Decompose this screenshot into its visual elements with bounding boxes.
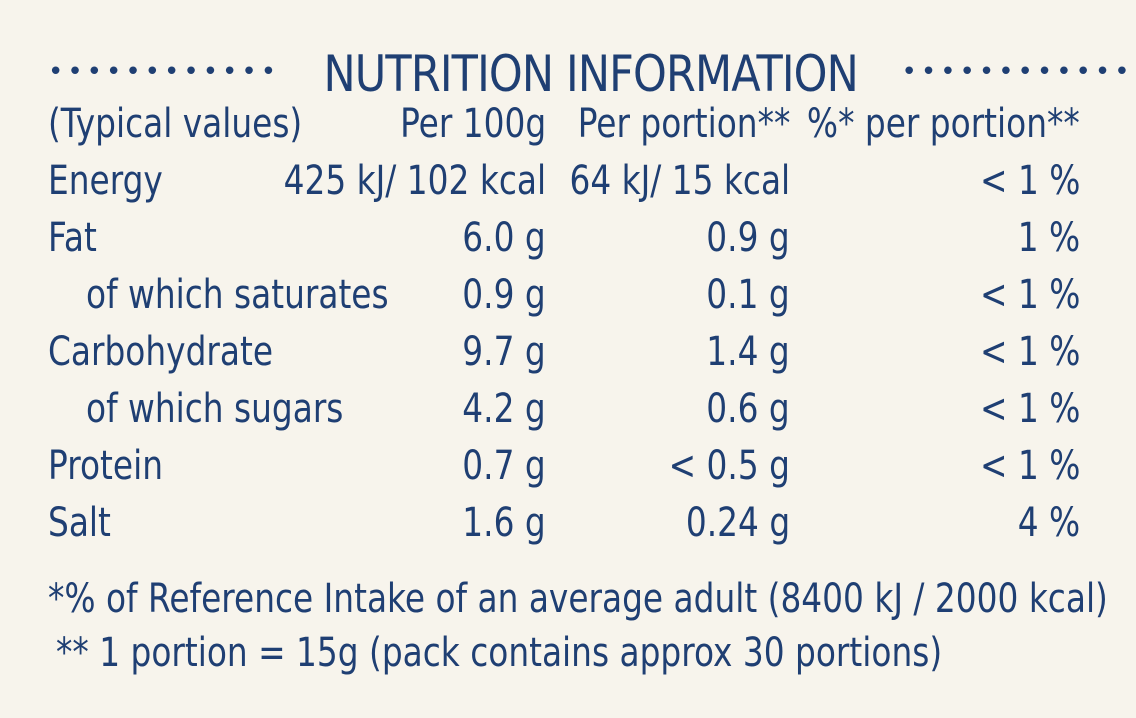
nutrition-table: (Typical values) Per 100g Per portion** … <box>48 96 1084 552</box>
header-per-portion: Per portion** <box>577 101 790 147</box>
reference-intake-footnote: *% of Reference Intake of an average adu… <box>48 576 1108 622</box>
row-per-portion: 0.6 g <box>706 386 790 432</box>
row-label: Energy <box>48 158 163 204</box>
row-percent: < 1 % <box>979 386 1080 432</box>
table-row: Fat 6.0 g 0.9 g 1 % <box>48 210 1084 267</box>
row-per-portion: 0.9 g <box>706 215 790 261</box>
row-per-portion: 0.1 g <box>706 272 790 318</box>
dotted-divider-left: •••••••••••• <box>48 57 281 87</box>
row-per-100g: 425 kJ/ 102 kcal <box>283 158 546 204</box>
row-percent: < 1 % <box>979 158 1080 204</box>
row-label: Carbohydrate <box>48 329 274 375</box>
nutrition-title-row: •••••••••••• NUTRITION INFORMATION •••••… <box>48 44 1130 104</box>
row-label: Fat <box>48 215 97 261</box>
row-per-100g: 4.2 g <box>462 386 546 432</box>
header-percent-per-portion: %* per portion** <box>807 101 1080 147</box>
row-per-100g: 1.6 g <box>462 500 546 546</box>
row-per-portion: 0.24 g <box>685 500 790 546</box>
row-label: of which sugars <box>86 386 344 432</box>
row-per-portion: < 0.5 g <box>668 443 790 489</box>
table-row: Protein 0.7 g < 0.5 g < 1 % <box>48 438 1084 495</box>
table-row: of which sugars 4.2 g 0.6 g < 1 % <box>48 381 1084 438</box>
row-per-100g: 0.9 g <box>462 272 546 318</box>
row-percent: < 1 % <box>979 272 1080 318</box>
header-per-100g: Per 100g <box>399 101 546 147</box>
dotted-divider-right: •••••••••••• <box>901 57 1134 87</box>
row-per-portion: 64 kJ/ 15 kcal <box>569 158 790 204</box>
table-row: Energy 425 kJ/ 102 kcal 64 kJ/ 15 kcal <… <box>48 153 1084 210</box>
nutrition-title: NUTRITION INFORMATION <box>323 45 859 103</box>
row-percent: < 1 % <box>979 329 1080 375</box>
table-row: Salt 1.6 g 0.24 g 4 % <box>48 495 1084 552</box>
row-per-100g: 0.7 g <box>462 443 546 489</box>
row-per-100g: 6.0 g <box>462 215 546 261</box>
row-label: of which saturates <box>86 272 389 318</box>
portion-size-footnote: ** 1 portion = 15g (pack contains approx… <box>56 630 943 676</box>
row-label: Salt <box>48 500 111 546</box>
table-row: Carbohydrate 9.7 g 1.4 g < 1 % <box>48 324 1084 381</box>
row-per-portion: 1.4 g <box>706 329 790 375</box>
table-row: of which saturates 0.9 g 0.1 g < 1 % <box>48 267 1084 324</box>
header-typical-values: (Typical values) <box>48 101 303 147</box>
row-percent: 1 % <box>1017 215 1080 261</box>
row-percent: 4 % <box>1017 500 1080 546</box>
table-header-row: (Typical values) Per 100g Per portion** … <box>48 96 1084 153</box>
row-percent: < 1 % <box>979 443 1080 489</box>
row-per-100g: 9.7 g <box>462 329 546 375</box>
row-label: Protein <box>48 443 163 489</box>
